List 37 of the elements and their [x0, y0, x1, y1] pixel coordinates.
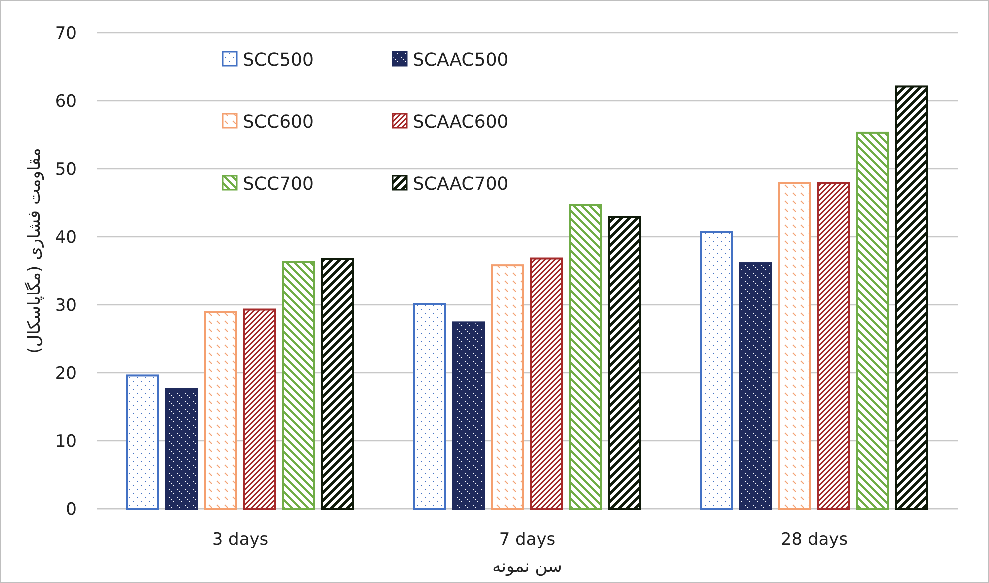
- bar: [896, 86, 928, 510]
- bar: [166, 388, 198, 510]
- bar: [778, 182, 812, 510]
- y-tick-label: 40: [55, 228, 77, 248]
- bar: [452, 322, 486, 510]
- y-axis-title: مقاومت فشاری (مگاپاسکال): [24, 148, 45, 354]
- x-axis-title: سن نمونه: [492, 557, 562, 577]
- bar: [608, 216, 642, 510]
- y-tick-label: 60: [55, 92, 77, 112]
- legend-label: SCC700: [243, 174, 314, 195]
- y-tick-label: 0: [66, 500, 77, 520]
- bar: [700, 231, 734, 510]
- y-tick-label: 50: [55, 160, 77, 180]
- x-tick-label: 28 days: [780, 530, 848, 550]
- bar: [204, 311, 238, 510]
- bar: [530, 258, 564, 510]
- bar: [740, 262, 772, 510]
- bar: [570, 204, 602, 510]
- legend-label: SCAAC600: [413, 112, 509, 133]
- bar: [322, 258, 354, 510]
- legend-label: SCAAC700: [413, 174, 509, 195]
- bar: [414, 303, 446, 510]
- bar: [244, 308, 276, 510]
- legend-label: SCC600: [243, 112, 314, 133]
- y-tick-label: 10: [55, 432, 77, 452]
- legend-label: SCC500: [243, 50, 314, 71]
- bar: [818, 182, 850, 510]
- x-tick-label: 7 days: [499, 530, 556, 550]
- bar: [856, 132, 890, 510]
- bar: [126, 374, 160, 510]
- x-tick-label: 3 days: [212, 530, 269, 550]
- legend-label: SCAAC500: [413, 50, 509, 71]
- bar: [282, 261, 316, 510]
- bar: [492, 264, 524, 510]
- y-tick-label: 20: [55, 364, 77, 384]
- y-tick-label: 70: [55, 24, 77, 44]
- y-tick-label: 30: [55, 296, 77, 316]
